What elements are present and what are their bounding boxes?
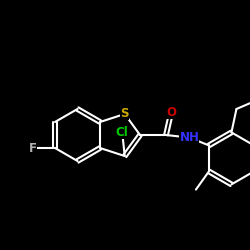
Text: S: S xyxy=(120,108,129,120)
Text: Cl: Cl xyxy=(116,126,128,139)
Text: O: O xyxy=(166,106,176,120)
Text: F: F xyxy=(29,142,37,154)
Text: NH: NH xyxy=(180,131,199,144)
